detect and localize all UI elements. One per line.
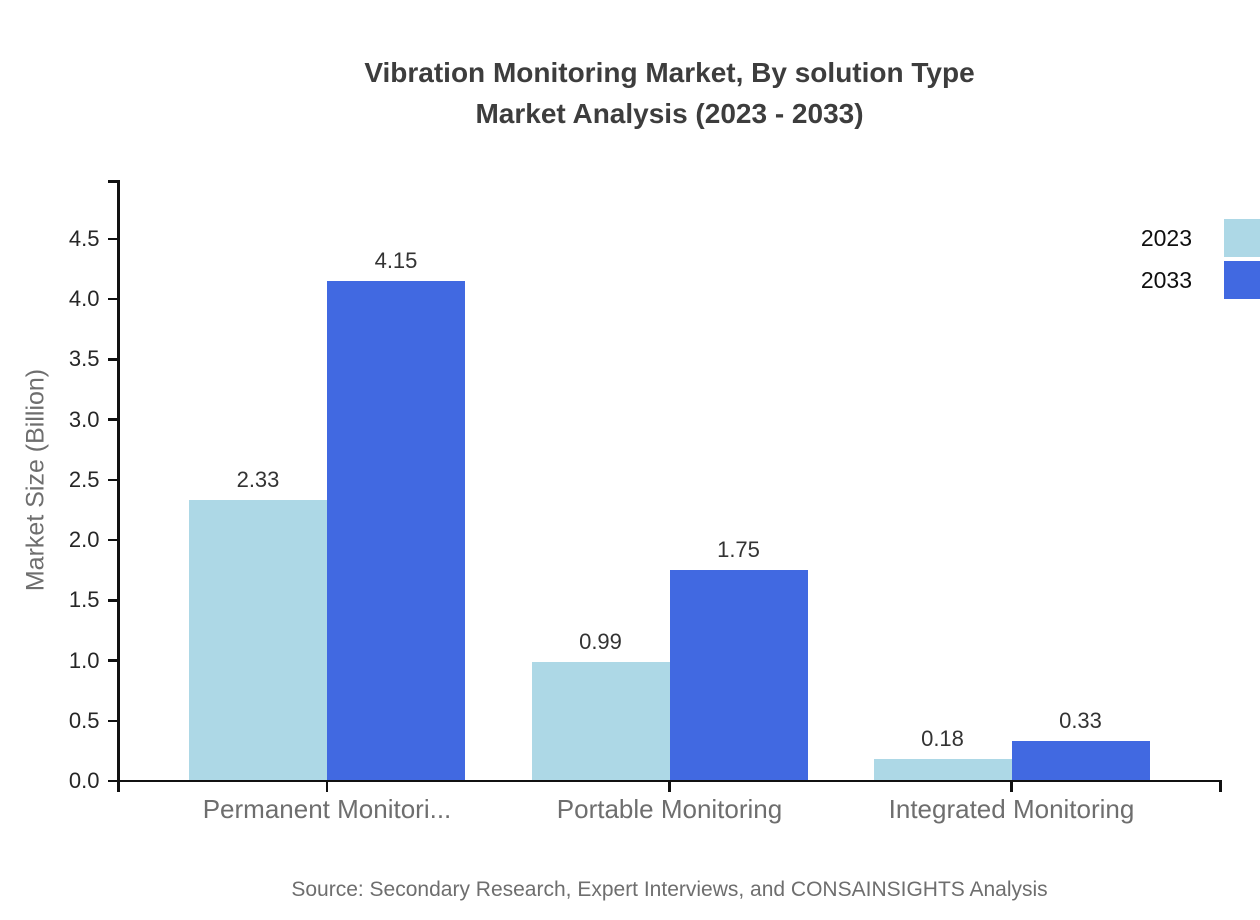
y-axis-tick-label: 1.0 [68, 647, 100, 673]
bar-value-label: 1.75 [717, 537, 760, 563]
legend-swatch-2033 [1224, 261, 1260, 299]
y-axis-tick-label: 4.5 [68, 225, 100, 251]
bar-2033-2 [669, 570, 808, 781]
chart-title-line1: Vibration Monitoring Market, By solution… [364, 57, 975, 88]
bar-value-label: 0.18 [921, 726, 964, 752]
y-axis-tick [107, 779, 119, 783]
y-axis-tick [107, 478, 119, 481]
chart-title: Vibration Monitoring Market, By solution… [119, 52, 1220, 134]
category-label-2: Portable Monitoring [556, 794, 783, 824]
y-axis-tick [107, 599, 119, 602]
y-axis-tick-label: 2.0 [68, 527, 100, 552]
legend: 2023 2033 [1141, 219, 1260, 299]
y-axis-tick-label: 3.0 [68, 406, 100, 432]
y-axis-line [117, 180, 120, 783]
x-axis-end-cap [117, 781, 120, 792]
y-axis-tick [107, 659, 119, 662]
y-axis-tick [107, 538, 119, 542]
source-note: Source: Secondary Research, Expert Inter… [291, 878, 1048, 901]
x-axis-end-cap [1219, 781, 1222, 792]
y-axis-tick [107, 719, 119, 722]
bar-value-label: 2.33 [236, 467, 280, 493]
chart-title-line2: Market Analysis (2023 - 2033) [475, 98, 864, 129]
y-axis-tick [107, 418, 119, 421]
legend-row-2023: 2023 [1141, 219, 1260, 257]
bar-value-label: 0.33 [1059, 708, 1102, 734]
bar-2023-3 [873, 759, 1012, 781]
bar-2023-1 [189, 500, 327, 781]
bar-value-label: 4.15 [374, 247, 418, 273]
x-axis-tick [668, 781, 671, 792]
legend-label-2033: 2033 [1140, 267, 1192, 293]
legend-label-2023: 2023 [1140, 225, 1192, 251]
bar-2033-3 [1011, 741, 1150, 781]
category-label-1: Permanent Monitori... [202, 794, 452, 824]
y-axis-tick-label: 2.5 [68, 466, 100, 492]
bar-value-label: 0.99 [579, 628, 622, 654]
y-axis-tick-label: 0.0 [68, 768, 100, 793]
x-axis-tick [1010, 781, 1013, 792]
category-label-3: Integrated Monitoring [888, 794, 1135, 824]
y-axis-tick-label: 1.5 [68, 587, 100, 613]
x-axis-tick [325, 781, 329, 792]
bar-2033-1 [327, 280, 465, 781]
y-axis-tick-label: 4.0 [68, 286, 100, 311]
y-axis-top-cap [107, 180, 119, 183]
y-axis-tick [107, 237, 119, 240]
y-axis-tick-label: 0.5 [68, 707, 100, 733]
legend-row-2033: 2033 [1141, 261, 1260, 299]
bar-2023-2 [531, 661, 670, 781]
y-axis-tick [107, 297, 119, 301]
y-axis-tick [107, 358, 119, 361]
legend-swatch-2023 [1224, 219, 1260, 257]
y-axis-tick-label: 3.5 [68, 346, 100, 372]
